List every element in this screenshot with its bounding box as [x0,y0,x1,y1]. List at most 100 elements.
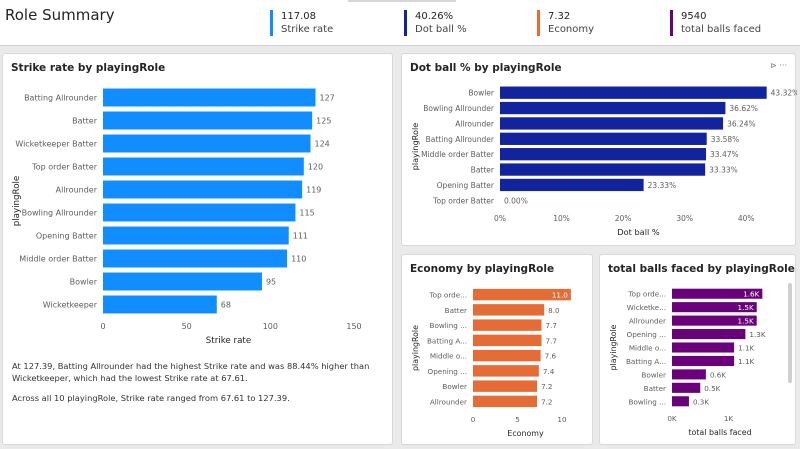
data-label: 120 [308,163,323,172]
data-label: 1.3K [749,330,765,339]
kpi-card-economy[interactable]: 7.32 Economy [537,10,594,36]
data-label: 1.5K [738,317,754,326]
data-label: 115 [299,209,314,218]
category-label: Bowler [442,382,467,391]
data-label: 111 [293,232,308,241]
economy-chart: 0 5 10 Economy playingRole Top orde... 11.0 Bat… [411,288,571,438]
bar [672,329,746,340]
data-label: 8.0 [548,306,560,315]
category-label: Bowling Allrounder [423,104,495,113]
category-label: Opening ... [627,330,666,339]
kpi-label: total balls faced [681,24,762,35]
bar [473,380,538,392]
category-label: Opening ... [428,367,467,376]
dot-ball-panel[interactable]: Dot ball % by playingRole ⊳ ··· 0% 10% 20%… [401,53,797,246]
category-label: Bowling Allrounder [22,209,98,218]
category-label: Wicketkeeper [43,301,98,310]
data-label: 127 [320,94,335,103]
bar [103,203,296,222]
top-divider [348,0,456,2]
bar [473,395,538,408]
kpi-card-dot-ball[interactable]: 40.26% Dot ball % [404,10,467,36]
data-label: 7.6 [545,352,557,361]
y-axis-title: playingRole [410,123,420,171]
balls-faced-panel[interactable]: total balls faced by playingRole 0K 1K tot… [599,254,796,445]
kpi-label: Strike rate [281,24,334,35]
data-label: 0.5K [704,384,720,393]
economy-panel[interactable]: Economy by playingRole 0 5 10 Economy playin… [401,254,593,445]
category-label: Top order Batter [432,196,495,205]
data-label: 68 [221,301,231,310]
bar [500,132,707,145]
data-label: 36.62% [729,104,758,113]
kpi-label: Dot ball % [415,24,467,35]
category-label: Wicketke... [627,303,666,312]
x-axis-title: Strike rate [206,336,251,346]
category-label: Batting Allrounder [24,94,98,103]
category-label: Middle order Batter [19,255,97,264]
data-label: 7.4 [543,367,555,376]
strike-rate-panel[interactable]: Strike rate by playingRole 0 50 100 150 Stri… [2,53,393,445]
x-axis-title: total balls faced [688,428,751,437]
narrative-text-2: Across all 10 playingRole, Strike rate r… [12,393,290,403]
data-label: 7.7 [546,321,557,330]
bar [672,355,735,366]
kpi-value: 7.32 [548,11,571,22]
kpi-value: 40.26% [415,11,454,22]
chart-title: Strike rate by playingRole [11,62,166,74]
bar [473,288,571,301]
bar [500,163,706,176]
category-label: Batter [644,384,666,393]
bar [500,117,724,130]
category-label: Opening Batter [36,232,98,241]
category-label: Bowler [70,278,98,287]
strike-rate-chart: 0 50 100 150 Strike rate playingRole Batting A… [12,88,362,346]
category-label: Middle o... [629,344,666,353]
category-label: Allrounder [455,119,495,128]
more-options-icon[interactable]: ··· [779,61,787,70]
bar [473,334,542,347]
bar [103,157,304,176]
x-tick-label: 30% [676,214,693,223]
bar [672,315,757,326]
category-label: Bowler [468,89,495,98]
panel-toolbar: ⊳ ··· [770,61,787,70]
data-label: 23.33% [648,181,677,190]
data-label: 1.1K [738,344,754,353]
chart-title: Economy by playingRole [410,263,555,275]
data-label: 7.7 [546,336,557,345]
x-tick-label: 50 [182,322,192,331]
bar [103,180,303,199]
data-label: 95 [266,278,276,287]
x-tick-label: 0 [100,322,105,331]
x-tick-label: 100 [263,322,278,331]
data-label: 33.33% [709,166,738,175]
kpi-label: Economy [548,24,595,35]
data-label: 7.2 [541,382,552,391]
dot-ball-chart: 0% 10% 20% 30% 40% Dot ball % playingRole Bowle… [410,86,797,237]
bar [103,295,217,314]
kpi-card-strike-rate[interactable]: 117.08 Strike rate [270,10,333,36]
x-tick-label: 0K [667,414,677,423]
filter-icon[interactable]: ⊳ [770,61,777,70]
vertical-scrollbar[interactable] [788,283,792,383]
kpi-card-balls-faced[interactable]: 9540 total balls faced [670,10,761,36]
x-tick-label: 40% [738,214,755,223]
data-label: 124 [314,140,329,149]
bar [473,319,542,331]
category-label: Top order Batter [31,163,98,172]
category-label: Allrounder [430,397,467,406]
bar [103,249,288,268]
narrative-text-1: At 127.39, Batting Allrounder had the hi… [12,361,370,383]
bar [103,272,262,291]
bar [672,369,706,380]
y-axis-title: playingRole [609,324,618,370]
data-label: 1.6K [743,290,759,299]
category-label: Bowling ... [430,321,467,330]
bar [672,288,763,299]
bar [103,111,313,130]
category-label: Allrounder [56,186,98,195]
chart-title: total balls faced by playingRole [608,263,795,275]
category-label: Batting A... [427,336,467,345]
category-label: Batter [445,306,467,315]
